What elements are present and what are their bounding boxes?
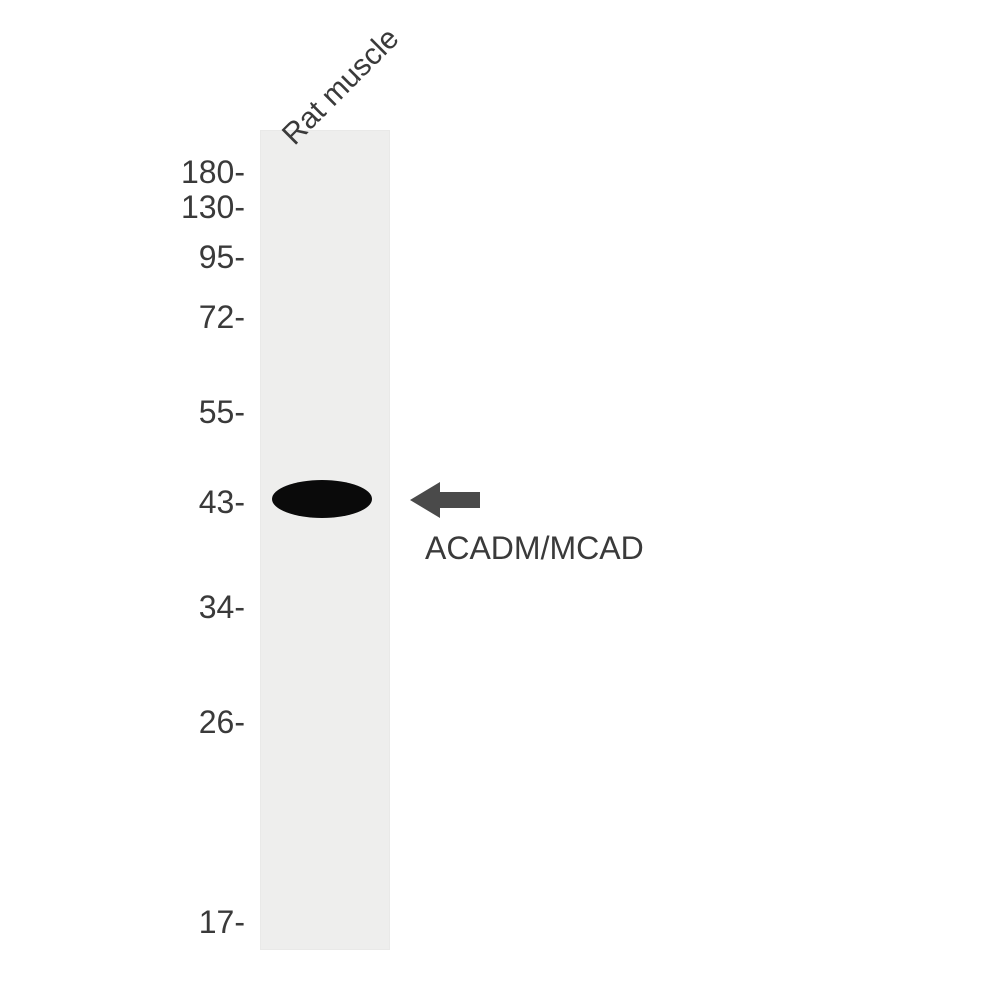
blot-lane [260,130,390,950]
protein-band [272,480,372,518]
mw-marker: 180- [181,154,245,191]
blot-canvas: Rat muscle 180-130-95-72-55-43-34-26-17-… [0,0,1000,1000]
mw-marker: 72- [199,299,245,336]
mw-marker: 26- [199,704,245,741]
mw-marker: 95- [199,239,245,276]
mw-marker: 17- [199,904,245,941]
band-annotation: ACADM/MCAD [425,530,644,567]
mw-marker: 130- [181,189,245,226]
mw-marker: 43- [199,484,245,521]
mw-marker: 55- [199,394,245,431]
mw-marker: 34- [199,589,245,626]
arrow-left-icon [410,480,480,520]
